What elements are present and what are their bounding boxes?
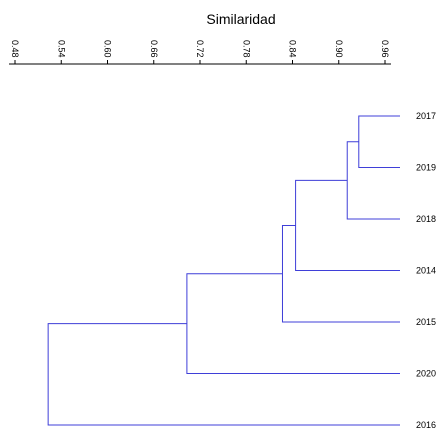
leaf-label: 2020 bbox=[416, 369, 436, 379]
x-axis: 0.48 0.54 0.60 0.66 0.72 0.78 0.84 0.90 0.96 bbox=[9, 40, 391, 65]
leaf-labels: 2017 2019 2018 2014 2015 2020 2016 bbox=[416, 111, 436, 430]
leaf-label: 2017 bbox=[416, 111, 436, 121]
x-tick-label: 0.48 bbox=[10, 40, 20, 58]
x-tick-label: 0.84 bbox=[288, 40, 298, 58]
dendrogram-tree bbox=[47, 115, 400, 426]
dendrogram-link bbox=[358, 115, 400, 168]
x-tick-label: 0.54 bbox=[56, 40, 66, 58]
leaf-label: 2014 bbox=[416, 266, 436, 276]
axis-title: Similaridad bbox=[206, 11, 275, 27]
x-tick-label: 0.96 bbox=[380, 40, 390, 58]
x-tick-label: 0.78 bbox=[241, 40, 251, 58]
x-tick-label: 0.90 bbox=[334, 40, 344, 58]
leaf-label: 2015 bbox=[416, 317, 436, 327]
x-tick-label: 0.60 bbox=[103, 40, 113, 58]
x-tick-label: 0.66 bbox=[149, 40, 159, 58]
leaf-label: 2016 bbox=[416, 420, 436, 430]
dendrogram-link bbox=[47, 323, 400, 426]
dendrogram-link bbox=[346, 141, 400, 220]
dendrogram-link bbox=[295, 179, 400, 271]
leaf-label: 2019 bbox=[416, 163, 436, 173]
dendrogram-link bbox=[281, 224, 400, 323]
leaf-label: 2018 bbox=[416, 214, 436, 224]
x-tick-label: 0.72 bbox=[195, 40, 205, 58]
dendrogram-link bbox=[186, 273, 400, 374]
